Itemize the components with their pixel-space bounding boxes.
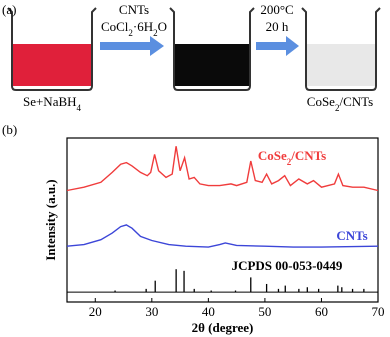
beaker-3	[301, 7, 381, 91]
series-line	[66, 146, 379, 192]
x-tick-label: 60	[315, 304, 328, 319]
caption-part: /CNTs	[339, 94, 373, 109]
plot-frame	[66, 137, 379, 303]
series-label-part: CNTs	[336, 228, 367, 243]
condition-part: O	[158, 19, 167, 34]
caption-part: 4	[77, 103, 82, 113]
caption: CoSe2/CNTs	[307, 94, 373, 113]
y-axis-label: Intensity (a.u.)	[43, 179, 58, 260]
x-axis-label: 2θ (degree)	[192, 320, 254, 335]
x-tick-label: 40	[202, 304, 215, 319]
condition-part: CoCl	[101, 19, 129, 34]
caption-part: CoSe	[307, 94, 335, 109]
caption-part: 2	[335, 103, 340, 113]
series-label: CNTs	[336, 228, 367, 243]
beaker-1	[7, 7, 97, 91]
series-label: CoSe2/CNTs	[258, 148, 326, 167]
arrow-2	[256, 36, 299, 56]
series-label-part: 2	[287, 157, 292, 167]
condition-part: 2	[153, 28, 158, 38]
condition: CoCl2·6H2O	[101, 19, 167, 38]
series-label-part: /CNTs	[290, 148, 326, 163]
panel-label: (b)	[2, 122, 17, 137]
caption-part: Se+NaBH	[23, 94, 77, 109]
condition-part: ·6H	[133, 19, 153, 34]
caption: Se+NaBH4	[23, 94, 82, 113]
series-label-part: JCPDS 00-053-0449	[232, 258, 343, 273]
condition: CNTs	[119, 2, 149, 17]
condition-part: 2	[128, 28, 133, 38]
condition: 20 h	[266, 19, 289, 34]
condition-part: CNTs	[119, 2, 149, 17]
x-tick-label: 70	[372, 304, 385, 319]
panel-label: (a)	[2, 2, 16, 17]
condition: 200°C	[260, 2, 293, 17]
series-label: JCPDS 00-053-0449	[232, 258, 343, 273]
series-line	[66, 224, 379, 248]
arrow-1	[100, 36, 164, 56]
x-tick-label: 50	[258, 304, 271, 319]
series-label-part: CoSe	[258, 148, 287, 163]
condition-part: 20 h	[266, 19, 289, 34]
beaker-2	[169, 7, 255, 91]
condition-part: 200°C	[260, 2, 293, 17]
x-tick-label: 30	[145, 304, 158, 319]
x-tick-label: 20	[89, 304, 102, 319]
